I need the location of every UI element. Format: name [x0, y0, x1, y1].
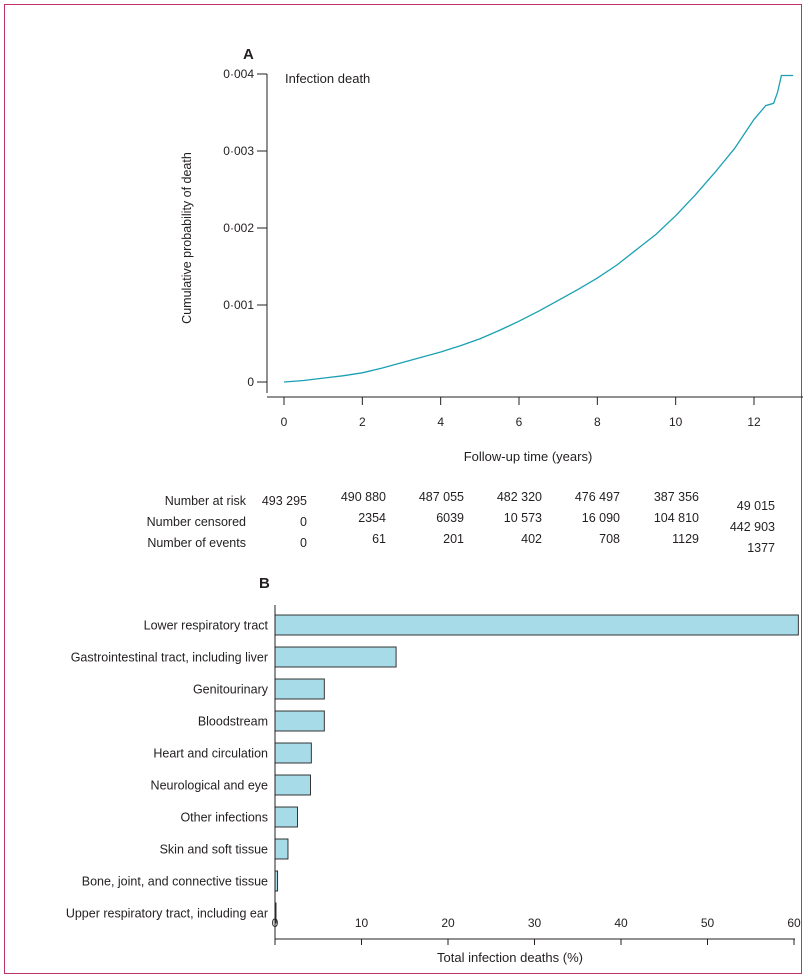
risk-cell: 0 [300, 536, 307, 550]
bar [274, 774, 311, 796]
risk-cell: 61 [372, 532, 386, 546]
bar [274, 742, 312, 764]
panel-b-label: B [259, 575, 270, 592]
bar [274, 678, 325, 700]
y-tick-label: 0 [247, 375, 254, 389]
bar [274, 710, 325, 732]
x-tick-label: 10 [669, 415, 683, 429]
x-tick-label: 4 [437, 415, 444, 429]
figure-frame: A Infection death Cumulative probability… [4, 4, 803, 974]
category-label: Neurological and eye [151, 779, 268, 793]
panel-a-kaplan-meier: A Infection death Cumulative probability… [147, 46, 803, 555]
x-tick-label: 6 [516, 415, 523, 429]
category-label: Genitourinary [193, 683, 269, 697]
category-label: Gastrointestinal tract, including liver [71, 651, 268, 665]
risk-cell: 6039 [436, 511, 464, 525]
bar [274, 838, 289, 860]
risk-cell: 442 903 [730, 520, 775, 534]
category-label: Other infections [180, 811, 268, 825]
panel-a-label: A [243, 46, 254, 63]
x-tick-label-b: 20 [441, 916, 455, 930]
risk-cell: 1377 [747, 541, 775, 555]
y-tick-label: 0·001 [223, 298, 254, 312]
figure-svg: A Infection death Cumulative probability… [66, 46, 803, 965]
risk-cell: 0 [300, 515, 307, 529]
x-tick-label-b: 30 [528, 916, 542, 930]
risk-row-label: Number of events [147, 536, 246, 550]
risk-row-label: Number censored [147, 515, 246, 529]
risk-cell: 476 497 [575, 490, 620, 504]
risk-row-label: Number at risk [165, 494, 247, 508]
risk-cell: 482 320 [497, 490, 542, 504]
y-tick-label: 0·004 [223, 67, 254, 81]
annotation-infection-death: Infection death [285, 71, 370, 86]
risk-cell: 387 356 [654, 490, 699, 504]
category-label: Heart and circulation [153, 747, 268, 761]
risk-cell: 201 [443, 532, 464, 546]
risk-cell: 10 573 [504, 511, 542, 525]
panel-b-bar-chart: B Lower respiratory tract Gastrointestina… [66, 575, 801, 965]
category-label: Lower respiratory tract [144, 619, 269, 633]
category-label: Upper respiratory tract, including ear [66, 907, 268, 921]
x-tick-label-b: 50 [701, 916, 715, 930]
risk-table: Number at risk 493 295 490 880 487 055 482 3… [147, 490, 775, 555]
x-tick-label-b: 40 [614, 916, 628, 930]
bar [274, 806, 298, 828]
x-tick-label: 0 [281, 415, 288, 429]
panel-a-axes: 0 0·001 0·002 0·003 0·004 0 2 4 6 8 10 12 [223, 67, 761, 429]
risk-cell: 490 880 [341, 490, 386, 504]
x-tick-label: 2 [359, 415, 366, 429]
x-tick-label-b: 0 [272, 916, 279, 930]
x-tick-label-b: 10 [355, 916, 369, 930]
risk-cell: 2354 [358, 511, 386, 525]
risk-cell: 402 [521, 532, 542, 546]
bar [274, 646, 397, 668]
panel-b-axes: 0 10 20 30 40 50 60 [272, 605, 801, 945]
risk-cell: 1129 [672, 532, 699, 546]
cumulative-incidence-curve [283, 74, 794, 383]
x-tick-label: 12 [747, 415, 761, 429]
x-tick-label-b: 60 [787, 916, 801, 930]
panel-b-bars: Lower respiratory tract Gastrointestinal … [66, 614, 799, 924]
risk-cell: 16 090 [582, 511, 620, 525]
risk-cell: 49 015 [737, 499, 775, 513]
x-tick-label: 8 [594, 415, 601, 429]
x-axis-label-b: Total infection deaths (%) [437, 950, 583, 965]
category-label: Skin and soft tissue [160, 843, 268, 857]
risk-cell: 493 295 [262, 494, 307, 508]
risk-cell: 708 [599, 532, 620, 546]
category-label: Bone, joint, and connective tissue [82, 875, 268, 889]
category-label: Bloodstream [198, 715, 268, 729]
y-tick-label: 0·003 [223, 144, 254, 158]
bar [274, 614, 799, 636]
risk-cell: 104 810 [654, 511, 699, 525]
y-tick-label: 0·002 [223, 221, 254, 235]
risk-cell: 487 055 [419, 490, 464, 504]
x-axis-label: Follow-up time (years) [464, 449, 593, 464]
y-axis-label: Cumulative probability of death [180, 152, 194, 324]
